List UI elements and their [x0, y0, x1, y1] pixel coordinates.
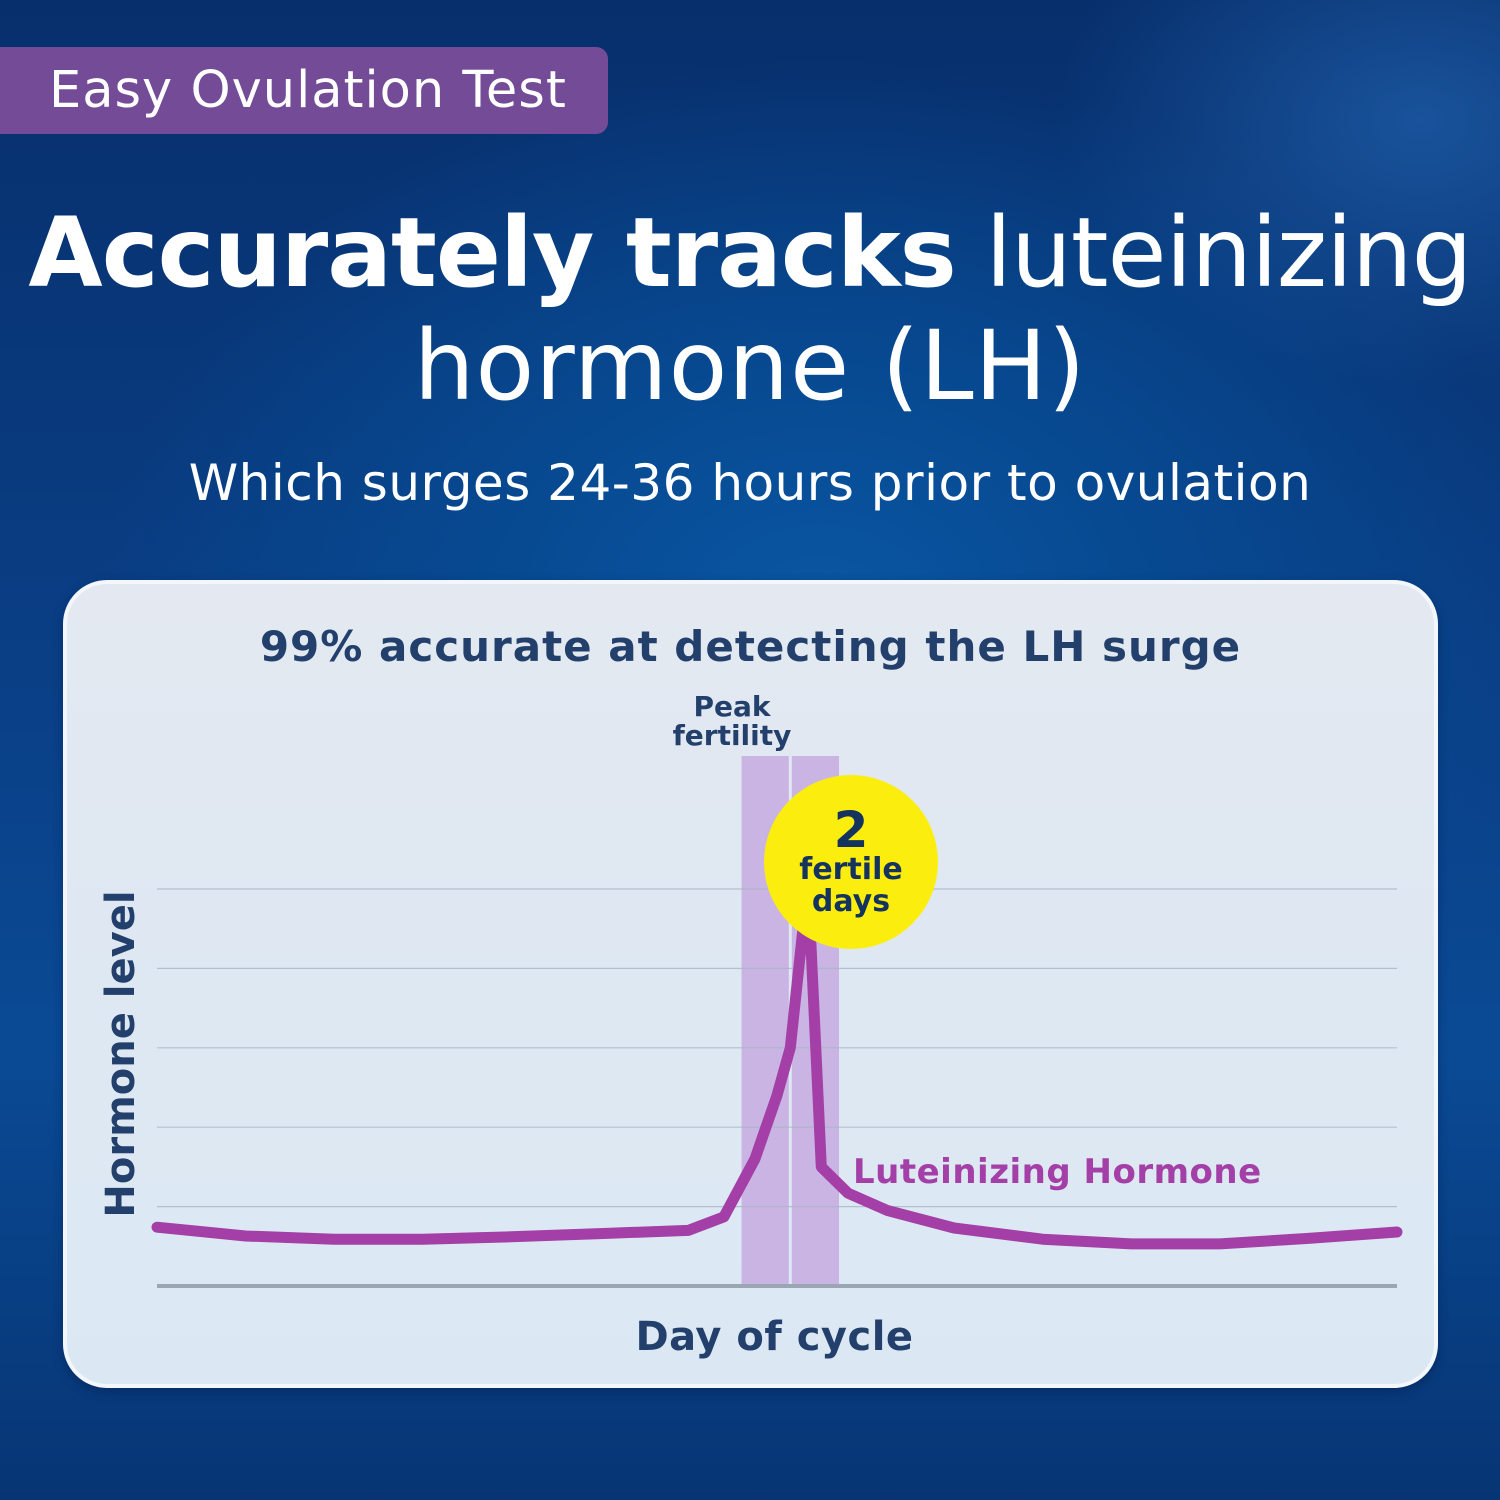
peak-label-line2: fertility [672, 719, 792, 752]
fertile-days-callout: 2 fertile days [764, 775, 938, 949]
series-label: Luteinizing Hormone [853, 1152, 1262, 1192]
lh-line [151, 875, 1403, 1250]
product-badge: Easy Ovulation Test [0, 47, 608, 134]
fertile-days-line1: fertile [799, 852, 903, 887]
y-axis-label: Hormone level [98, 890, 144, 1218]
peak-fertility-label: Peak fertility [667, 692, 797, 750]
headline-line2: hormone (LH) [413, 310, 1087, 422]
headline-line1: Accurately tracks luteinizing [0, 205, 1500, 301]
fertile-days-number: 2 [833, 801, 869, 859]
headline-light: luteinizing [985, 197, 1472, 309]
chart-title: 99% accurate at detecting the LH surge [259, 622, 1242, 671]
subtitle: Which surges 24-36 hours prior to ovulat… [188, 454, 1312, 512]
chart-card: 99% accurate at detecting the LH surge P… [63, 580, 1438, 1388]
badge-label: Easy Ovulation Test [49, 61, 567, 120]
headline-bold: Accurately tracks [28, 197, 956, 309]
fertile-days-line2: days [811, 884, 891, 919]
peak-label-line1: Peak [693, 690, 771, 723]
x-axis-label: Day of cycle [635, 1314, 914, 1360]
